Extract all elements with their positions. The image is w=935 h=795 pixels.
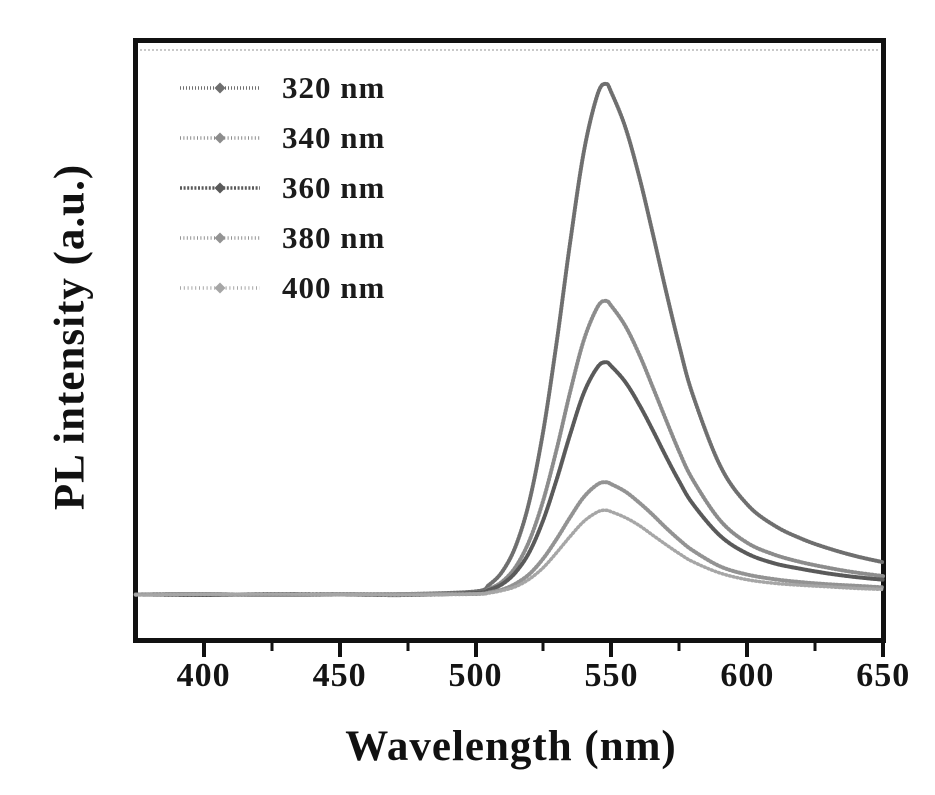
legend-line-swatch <box>180 82 260 94</box>
legend-item-label: 320 nm <box>282 70 386 105</box>
x-minor-tick <box>541 643 545 651</box>
x-minor-tick <box>270 643 274 651</box>
legend-line-swatch <box>180 232 260 244</box>
x-tick-label: 500 <box>448 657 503 694</box>
legend-marker-icon <box>214 82 226 94</box>
x-major-tick <box>201 643 206 657</box>
legend-item-label: 380 nm <box>282 220 386 255</box>
x-minor-tick <box>677 643 681 651</box>
legend-marker-icon <box>214 182 226 194</box>
legend-item: 320 nm <box>180 63 385 113</box>
pl-curves-plot <box>133 81 886 598</box>
legend-marker-icon <box>214 232 226 244</box>
legend-item-label: 340 nm <box>282 120 386 155</box>
legend-item: 360 nm <box>180 163 385 213</box>
legend-item: 380 nm <box>180 213 385 263</box>
legend-marker-icon <box>214 282 226 294</box>
x-minor-tick <box>406 643 410 651</box>
x-tick-label: 650 <box>856 657 911 694</box>
x-major-tick <box>609 643 614 657</box>
x-tick-label: 550 <box>584 657 639 694</box>
x-tick-label: 600 <box>720 657 775 694</box>
legend-line-swatch <box>180 282 260 294</box>
legend-item: 340 nm <box>180 113 385 163</box>
legend-item-label: 400 nm <box>282 270 386 305</box>
x-tick-label: 400 <box>176 657 231 694</box>
legend-item-label: 360 nm <box>282 170 386 205</box>
x-major-tick <box>473 643 478 657</box>
x-minor-tick <box>813 643 817 651</box>
scan-halftone-line <box>140 49 878 51</box>
legend-line-swatch <box>180 132 260 144</box>
y-axis-title: PL intensity (a.u.) <box>46 163 94 511</box>
series-curve <box>133 298 886 598</box>
x-major-tick <box>881 643 886 657</box>
x-major-tick <box>745 643 750 657</box>
legend: 320 nm 340 nm 360 nm 380 nm 400 nm <box>180 63 385 313</box>
legend-line-swatch <box>180 182 260 194</box>
series-curve <box>133 508 886 597</box>
x-axis-title: Wavelength (nm) <box>345 723 677 770</box>
x-major-tick <box>337 643 342 657</box>
legend-item: 400 nm <box>180 263 385 313</box>
x-tick-label: 450 <box>312 657 367 694</box>
legend-marker-icon <box>214 132 226 144</box>
